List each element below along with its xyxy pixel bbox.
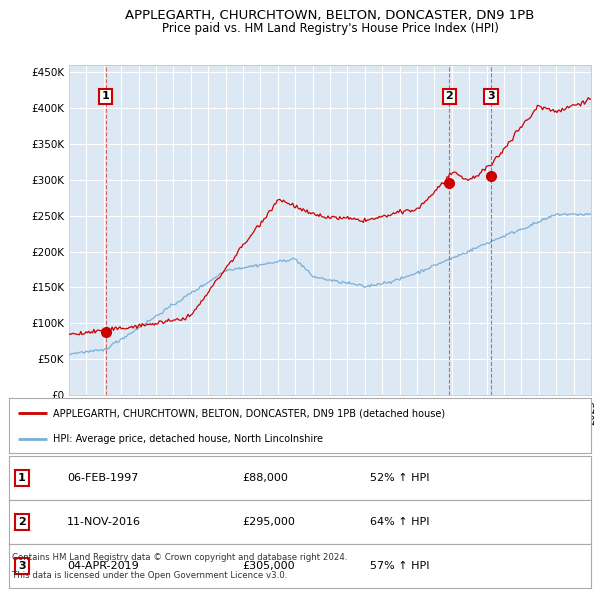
Text: APPLEGARTH, CHURCHTOWN, BELTON, DONCASTER, DN9 1PB (detached house): APPLEGARTH, CHURCHTOWN, BELTON, DONCASTE… bbox=[53, 408, 445, 418]
Text: Contains HM Land Registry data © Crown copyright and database right 2024.: Contains HM Land Registry data © Crown c… bbox=[12, 553, 347, 562]
Text: 06-FEB-1997: 06-FEB-1997 bbox=[67, 473, 139, 483]
Text: This data is licensed under the Open Government Licence v3.0.: This data is licensed under the Open Gov… bbox=[12, 571, 287, 580]
Text: 3: 3 bbox=[18, 561, 26, 571]
Text: £295,000: £295,000 bbox=[242, 517, 295, 527]
Text: 2: 2 bbox=[445, 91, 453, 101]
Text: 3: 3 bbox=[487, 91, 495, 101]
Text: 1: 1 bbox=[101, 91, 109, 101]
Text: £305,000: £305,000 bbox=[242, 561, 295, 571]
Text: 52% ↑ HPI: 52% ↑ HPI bbox=[370, 473, 430, 483]
Text: 2: 2 bbox=[18, 517, 26, 527]
Text: 57% ↑ HPI: 57% ↑ HPI bbox=[370, 561, 430, 571]
Text: HPI: Average price, detached house, North Lincolnshire: HPI: Average price, detached house, Nort… bbox=[53, 434, 323, 444]
Text: £88,000: £88,000 bbox=[242, 473, 287, 483]
Text: 11-NOV-2016: 11-NOV-2016 bbox=[67, 517, 141, 527]
Text: APPLEGARTH, CHURCHTOWN, BELTON, DONCASTER, DN9 1PB: APPLEGARTH, CHURCHTOWN, BELTON, DONCASTE… bbox=[125, 9, 535, 22]
Text: 64% ↑ HPI: 64% ↑ HPI bbox=[370, 517, 430, 527]
Text: Price paid vs. HM Land Registry's House Price Index (HPI): Price paid vs. HM Land Registry's House … bbox=[161, 22, 499, 35]
Text: 04-APR-2019: 04-APR-2019 bbox=[67, 561, 139, 571]
Text: 1: 1 bbox=[18, 473, 26, 483]
